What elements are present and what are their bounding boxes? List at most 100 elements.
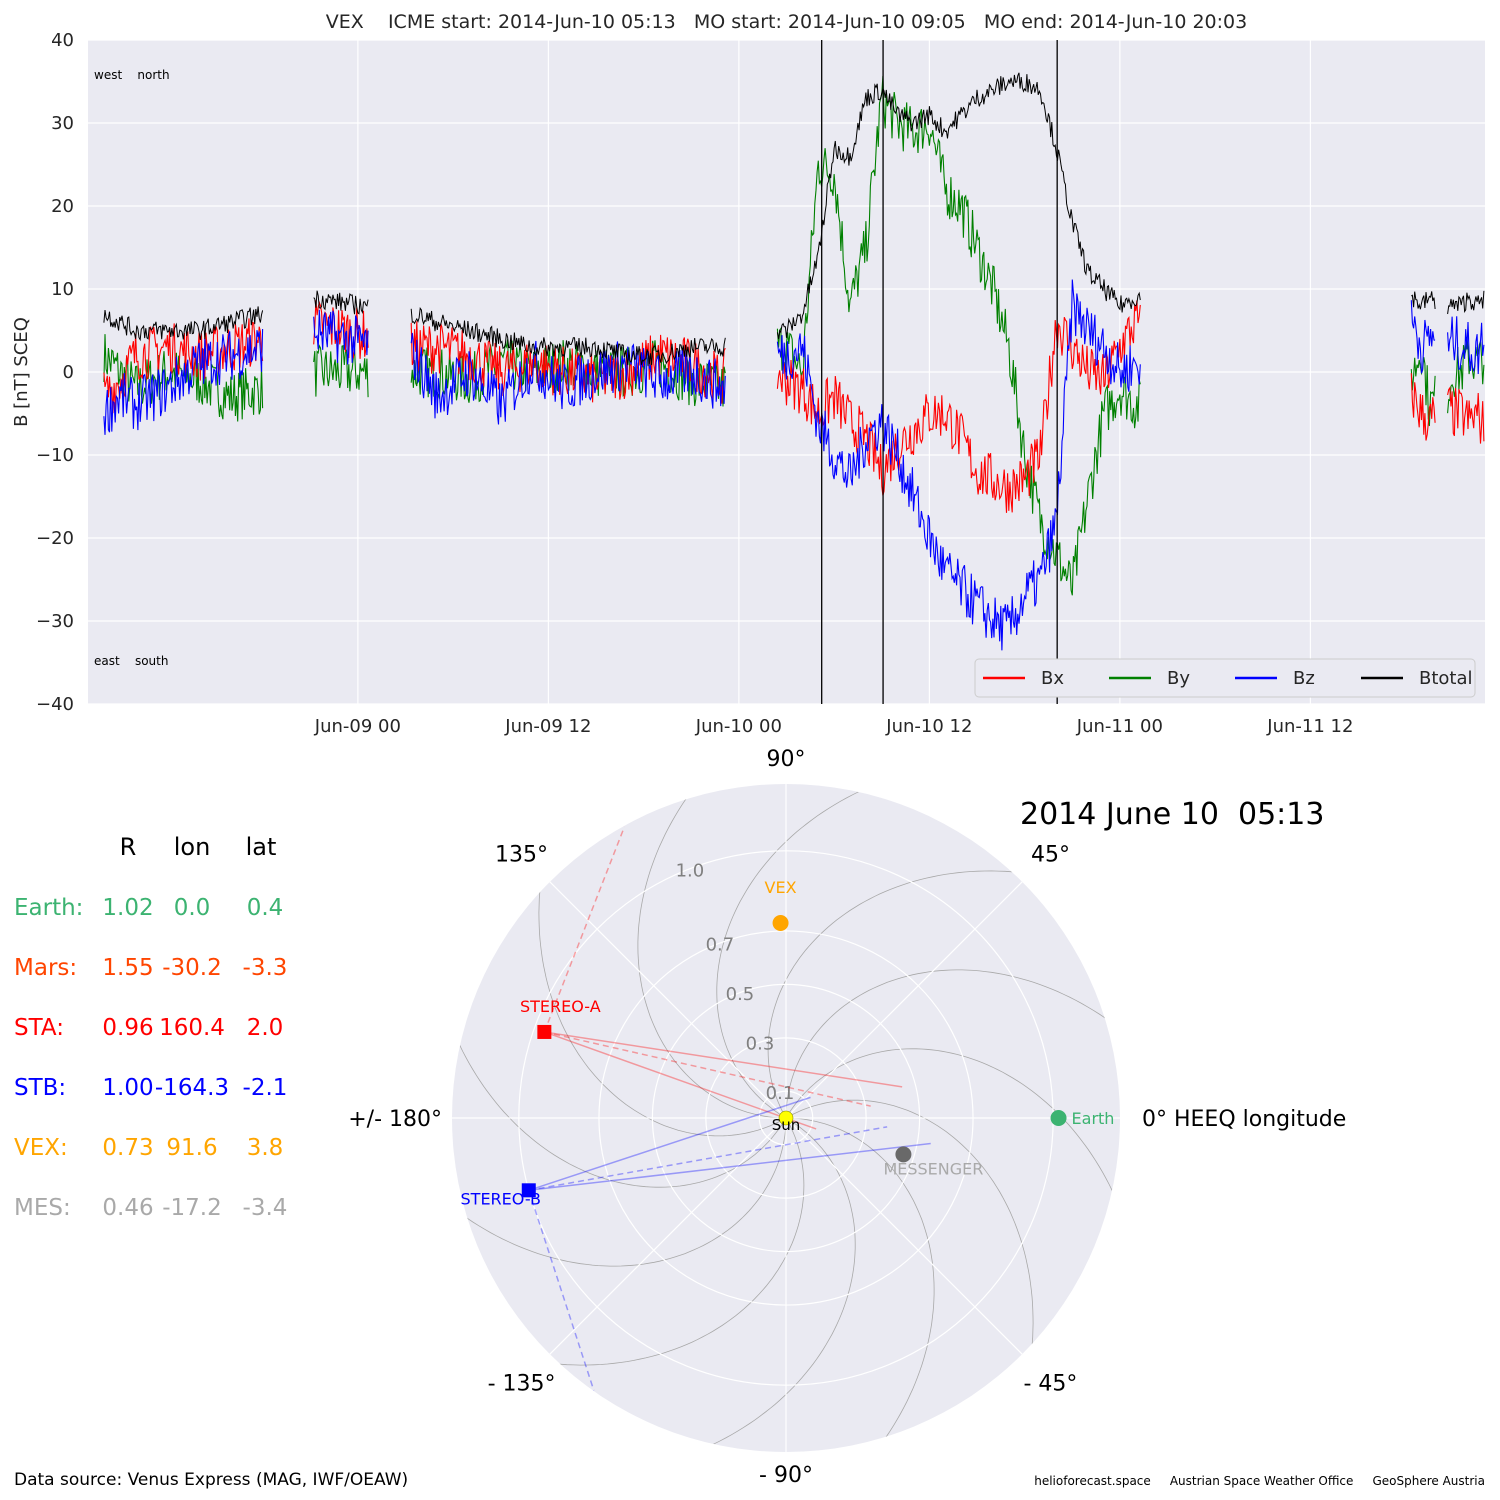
legend-label-bz: Bz xyxy=(1293,668,1315,689)
stereoa-marker xyxy=(537,1024,552,1039)
table-header-r: R xyxy=(120,833,137,861)
longitude-tick-label: 45° xyxy=(1031,843,1070,868)
table-row-name: MES: xyxy=(14,1195,71,1221)
radial-tick-label: 0.1 xyxy=(766,1083,795,1104)
parker-spiral-lines xyxy=(452,784,1120,1452)
table-cell-r: 0.73 xyxy=(102,1135,153,1161)
data-source-note: Data source: Venus Express (MAG, IWF/OEA… xyxy=(14,1470,408,1490)
vex-label: VEX xyxy=(765,878,797,897)
table-header-lon: lon xyxy=(174,833,211,861)
longitude-tick-label: 0° HEEQ longitude xyxy=(1142,1107,1346,1132)
fov-line xyxy=(544,1031,871,1107)
fov-line xyxy=(528,1126,888,1192)
angular-gridline xyxy=(785,1117,1023,1355)
stereob-marker xyxy=(521,1183,536,1198)
angular-gridline xyxy=(549,881,787,1119)
table-row-name: VEX: xyxy=(14,1135,68,1161)
fov-line xyxy=(528,1096,811,1192)
y-tick-label: 20 xyxy=(51,196,74,217)
magnetic-field-timeseries: 40 30 20 10 0 −10 −20 −30 −40 Jun-09 00 Jun-09 12… xyxy=(11,11,1485,737)
longitude-tick-label: - 45° xyxy=(1023,1371,1077,1396)
x-tick-label: Jun-11 12 xyxy=(1266,716,1353,737)
table-cell-lon: -164.3 xyxy=(155,1075,229,1101)
radial-tick-label: 0.5 xyxy=(726,984,755,1005)
polar-title: 2014 June 10 05:13 xyxy=(1020,797,1324,832)
earth-label: Earth xyxy=(1072,1109,1115,1128)
table-cell-lat: 3.8 xyxy=(247,1135,284,1161)
y-tick-label: −20 xyxy=(36,528,74,549)
radial-tick-label: 0.3 xyxy=(746,1034,775,1055)
fov-line xyxy=(543,826,626,1033)
parker-spiral xyxy=(637,784,787,1119)
fov-line xyxy=(528,1190,595,1391)
table-cell-r: 1.55 xyxy=(102,955,153,981)
y-tick-label: −30 xyxy=(36,611,74,632)
y-tick-label: 0 xyxy=(63,362,74,383)
parker-spiral xyxy=(452,1117,787,1267)
table-cell-r: 1.00 xyxy=(102,1075,153,1101)
legend-label-btotal: Btotal xyxy=(1419,668,1473,689)
angular-gridline xyxy=(549,1117,787,1355)
x-tick-label: Jun-09 00 xyxy=(314,716,401,737)
legend-label-by: By xyxy=(1167,668,1190,689)
parker-spiral xyxy=(767,870,1034,1119)
y-tick-labels: 40 30 20 10 0 −10 −20 −30 −40 xyxy=(36,30,74,715)
stereo-field-of-view-lines xyxy=(528,826,931,1391)
table-row-name: Earth: xyxy=(14,895,83,921)
longitude-tick-labels: 0° HEEQ longitude 45° 90° 135° +/- 180° - 135… xyxy=(348,747,1346,1488)
longitude-tick-label: - 90° xyxy=(759,1463,813,1488)
table-cell-r: 0.96 xyxy=(102,1015,153,1041)
parker-spiral xyxy=(785,1117,935,1452)
annotation-east-south: east south xyxy=(94,654,168,668)
parker-spiral xyxy=(452,1025,787,1188)
event-lines xyxy=(821,40,1058,704)
table-row-name: STB: xyxy=(14,1075,66,1101)
y-tick-label: 40 xyxy=(51,30,74,51)
credits-note: helioforecast.space Austrian Space Weath… xyxy=(1034,1474,1485,1488)
spacecraft-positions: Sun Earth VEX MESSENGER STEREO-A STEREO-B xyxy=(461,878,1115,1208)
table-header-lat: lat xyxy=(246,833,277,861)
series-line-by xyxy=(103,75,1485,596)
table-cell-lon: 0.0 xyxy=(174,895,211,921)
angular-gridline xyxy=(785,881,1023,1119)
heliospheric-position-plot: 0.1 0.3 0.5 0.7 1.0 0° HEEQ longitude 45° 90° 1… xyxy=(348,747,1346,1488)
longitude-tick-label: 135° xyxy=(495,843,548,868)
radial-tick-label: 0.7 xyxy=(706,935,735,956)
series-line-bz xyxy=(103,279,1485,651)
fov-line xyxy=(544,1031,817,1130)
y-tick-label: 10 xyxy=(51,279,74,300)
fov-line xyxy=(528,1142,931,1192)
y-tick-label: 30 xyxy=(51,113,74,134)
table-cell-lat: 2.0 xyxy=(247,1015,284,1041)
table-cell-lon: -30.2 xyxy=(162,955,222,981)
table-cell-lat: -2.1 xyxy=(243,1075,288,1101)
x-tick-label: Jun-09 12 xyxy=(504,716,591,737)
legend-label-bx: Bx xyxy=(1041,668,1064,689)
longitude-tick-label: +/- 180° xyxy=(348,1107,442,1132)
table-cell-lat: 0.4 xyxy=(247,895,284,921)
table-cell-lat: -3.4 xyxy=(243,1195,288,1221)
y-tick-label: −10 xyxy=(36,445,74,466)
longitude-tick-label: 90° xyxy=(767,747,806,772)
parker-spiral xyxy=(538,1117,805,1366)
fov-line xyxy=(544,1031,903,1088)
parker-spiral xyxy=(785,969,1120,1119)
table-cell-r: 1.02 xyxy=(102,895,153,921)
x-tick-labels: Jun-09 00 Jun-09 12 Jun-10 00 Jun-10 12 Jun-… xyxy=(314,716,1354,737)
longitude-tick-label: - 135° xyxy=(488,1371,556,1396)
parker-spiral xyxy=(693,1117,856,1452)
sun-label: Sun xyxy=(772,1116,801,1134)
radial-tick-label: 1.0 xyxy=(676,860,705,881)
y-axis-label: B [nT] SCEQ xyxy=(11,317,32,427)
legend: Bx By Bz Btotal xyxy=(974,658,1476,698)
x-tick-label: Jun-10 12 xyxy=(885,716,972,737)
table-cell-lon: 91.6 xyxy=(166,1135,217,1161)
table-row-name: STA: xyxy=(14,1015,64,1041)
sun-marker xyxy=(778,1110,794,1126)
timeseries-series xyxy=(103,72,1485,651)
stereob-label: STEREO-B xyxy=(461,1189,541,1208)
messenger-marker xyxy=(895,1146,912,1163)
x-tick-label: Jun-10 00 xyxy=(695,716,782,737)
table-row-name: Mars: xyxy=(14,955,77,981)
